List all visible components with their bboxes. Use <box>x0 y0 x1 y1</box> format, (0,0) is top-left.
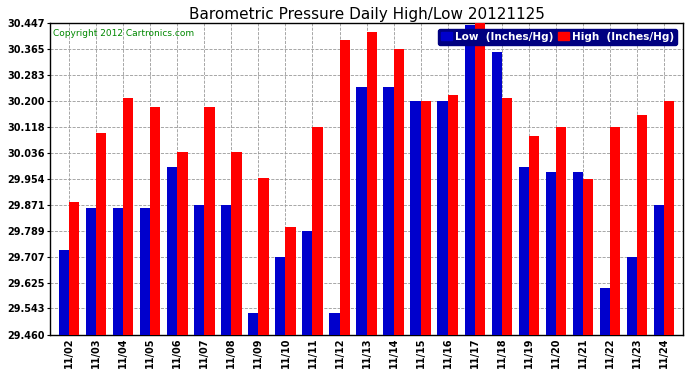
Bar <box>437 101 448 334</box>
Bar <box>546 172 556 334</box>
Bar <box>150 107 161 334</box>
Bar <box>140 208 150 334</box>
Bar <box>475 23 485 334</box>
Bar <box>637 115 647 334</box>
Text: Copyright 2012 Cartronics.com: Copyright 2012 Cartronics.com <box>53 29 195 38</box>
Bar <box>583 179 593 334</box>
Bar <box>258 178 268 334</box>
Bar <box>248 312 258 334</box>
Bar <box>113 208 123 334</box>
Bar <box>448 95 458 334</box>
Bar <box>491 52 502 334</box>
Bar <box>86 208 96 334</box>
Bar <box>600 288 610 334</box>
Bar <box>194 205 204 334</box>
Bar <box>502 98 512 334</box>
Bar <box>556 127 566 334</box>
Bar <box>393 49 404 334</box>
Bar <box>69 202 79 334</box>
Bar <box>123 98 133 334</box>
Bar <box>411 101 421 334</box>
Bar <box>464 26 475 334</box>
Bar <box>167 167 177 334</box>
Bar <box>286 227 296 334</box>
Bar <box>329 312 339 334</box>
Bar <box>96 133 106 334</box>
Bar <box>302 231 313 334</box>
Bar <box>384 87 393 334</box>
Bar <box>275 257 286 334</box>
Bar <box>664 101 674 334</box>
Bar <box>421 101 431 334</box>
Bar <box>313 127 323 334</box>
Title: Barometric Pressure Daily High/Low 20121125: Barometric Pressure Daily High/Low 20121… <box>188 7 544 22</box>
Bar <box>610 127 620 334</box>
Bar <box>204 107 215 334</box>
Bar <box>177 152 188 334</box>
Bar <box>339 39 350 334</box>
Bar <box>519 167 529 334</box>
Legend: Low  (Inches/Hg), High  (Inches/Hg): Low (Inches/Hg), High (Inches/Hg) <box>438 28 677 45</box>
Bar <box>654 205 664 334</box>
Bar <box>529 136 539 334</box>
Bar <box>221 205 231 334</box>
Bar <box>59 251 69 334</box>
Bar <box>366 32 377 334</box>
Bar <box>231 152 241 334</box>
Bar <box>627 257 637 334</box>
Bar <box>573 172 583 334</box>
Bar <box>356 87 366 334</box>
